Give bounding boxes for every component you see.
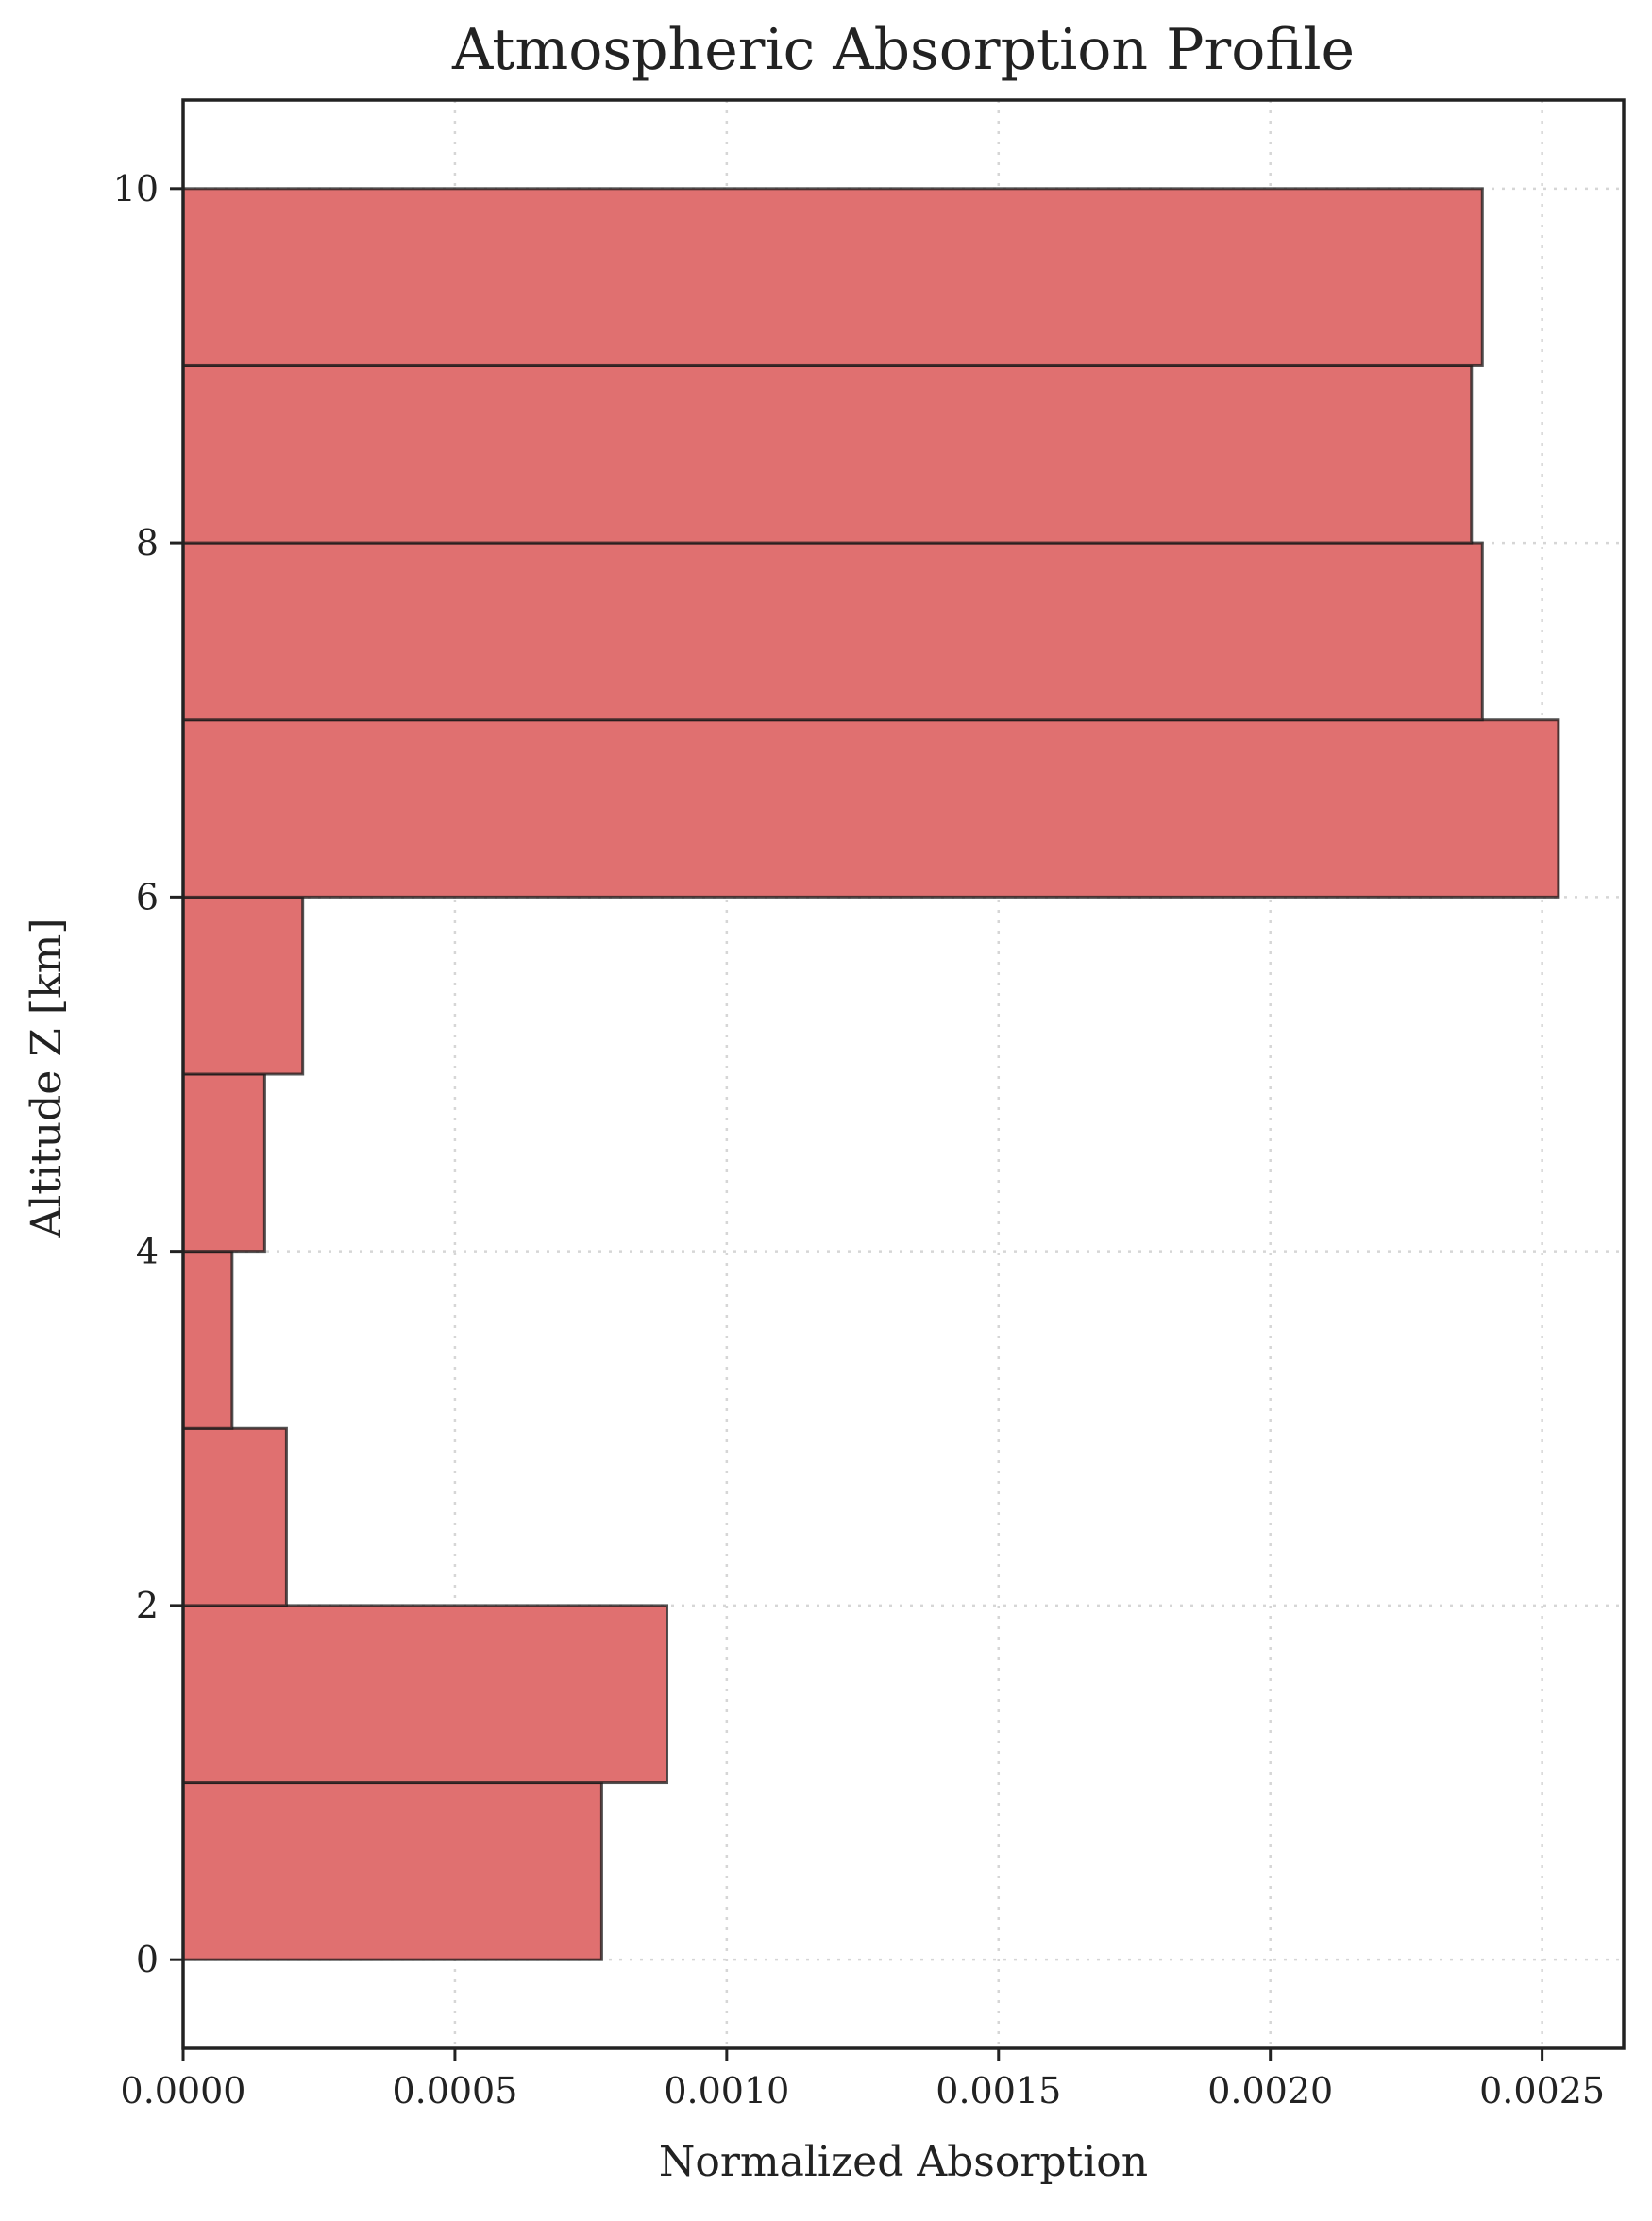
y-tick-label: 0 [136, 1939, 159, 1980]
x-axis-title: Normalized Absorption [659, 2138, 1148, 2186]
chart-title: Atmospheric Absorption Profile [451, 17, 1355, 83]
absorption-bar [181, 187, 1484, 367]
x-tick-label: 0.0005 [392, 2070, 517, 2112]
absorption-bar [181, 718, 1560, 899]
absorption-bar [181, 363, 1474, 545]
x-tick-label: 0.0010 [664, 2070, 789, 2112]
y-axis-title: Altitude Z [km] [23, 917, 71, 1238]
absorption-bar [181, 1426, 288, 1607]
absorption-bar [181, 1072, 266, 1254]
x-tick-label: 0.0025 [1479, 2070, 1605, 2112]
y-tick-label: 8 [136, 522, 159, 564]
absorption-bar [181, 1781, 603, 1961]
x-tick-label: 0.0000 [121, 2070, 246, 2112]
absorption-bar [181, 895, 305, 1076]
x-tick-label: 0.0020 [1207, 2070, 1333, 2112]
bars [181, 187, 1560, 1961]
absorption-bar [181, 541, 1484, 722]
plot-frame [181, 98, 1626, 2050]
absorption-bar [181, 1604, 669, 1785]
y-tick-label: 6 [136, 876, 159, 917]
x-tick-label: 0.0015 [936, 2070, 1061, 2112]
y-tick-label: 10 [113, 168, 159, 210]
y-tick-label: 2 [136, 1585, 159, 1626]
absorption-bar [181, 1250, 234, 1430]
y-tick-label: 4 [136, 1231, 159, 1272]
ticks: 0.0000 0.0005 0.0010 0.0015 0.0020 0.0025 0 2 4 6… [113, 168, 1605, 2112]
